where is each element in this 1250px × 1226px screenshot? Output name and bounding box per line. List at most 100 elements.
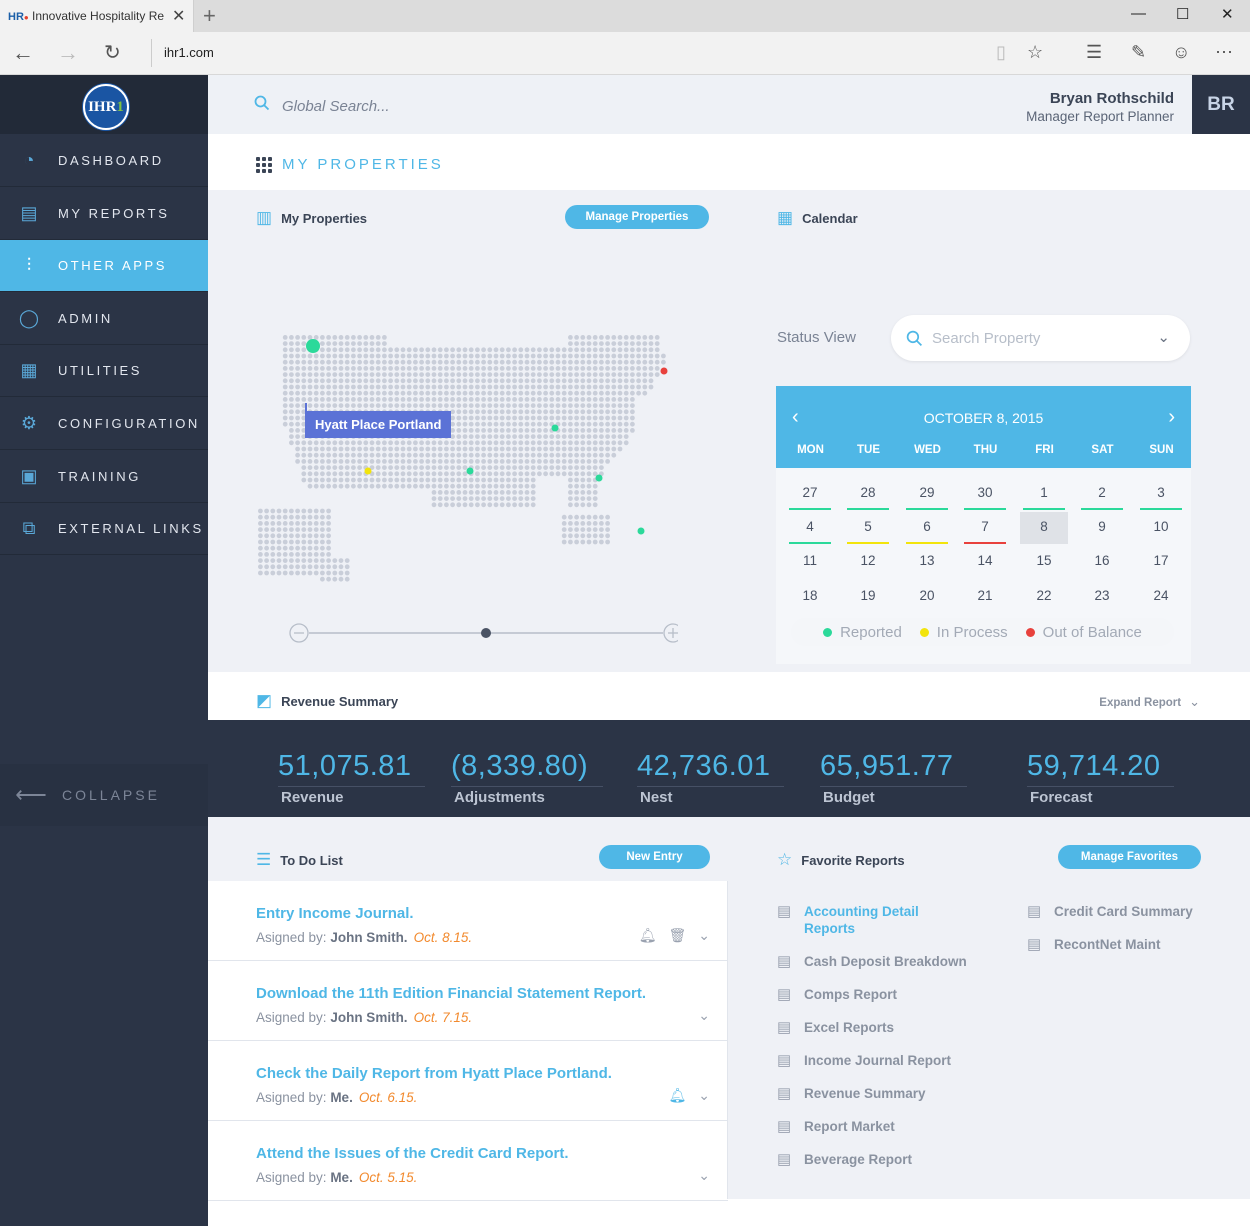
chevron-down-icon[interactable]: ⌄ bbox=[698, 927, 710, 943]
manage-favorites-button[interactable]: Manage Favorites bbox=[1058, 845, 1201, 869]
favorites-hub-icon[interactable]: ☰ bbox=[1086, 42, 1103, 62]
map-zoom-slider[interactable] bbox=[288, 622, 678, 644]
bell-icon[interactable]: 🔔︎ bbox=[638, 927, 657, 943]
property-marker[interactable] bbox=[306, 339, 320, 353]
sidebar-item-training[interactable]: ▣ TRAINING bbox=[0, 451, 208, 503]
favorite-report-item[interactable]: ▤ Excel Reports bbox=[777, 1019, 967, 1036]
todo-title[interactable]: Entry Income Journal. bbox=[256, 905, 414, 922]
new-tab-icon[interactable]: + bbox=[203, 3, 216, 28]
property-marker[interactable] bbox=[660, 367, 668, 375]
calendar-day[interactable]: 22 bbox=[1020, 581, 1068, 613]
calendar-day[interactable]: 20 bbox=[903, 581, 951, 613]
favorite-report-item[interactable]: ▤ RecontNet Maint bbox=[1027, 936, 1193, 953]
favorite-report-item[interactable]: ▤ Credit Card Summary bbox=[1027, 903, 1193, 920]
map-dot bbox=[561, 428, 567, 433]
sidebar-item-configuration[interactable]: ⚙ CONFIGURATION bbox=[0, 398, 208, 450]
web-note-icon[interactable]: ✎ bbox=[1131, 42, 1147, 62]
todo-item[interactable]: Attend the Issues of the Credit Card Rep… bbox=[208, 1121, 728, 1201]
manage-properties-button[interactable]: Manage Properties bbox=[565, 205, 709, 229]
favorite-report-item[interactable]: ▤ Comps Report bbox=[777, 986, 967, 1003]
map-tooltip[interactable]: Hyatt Place Portland bbox=[305, 411, 452, 438]
favorite-report-item[interactable]: ▤ Revenue Summary bbox=[777, 1085, 967, 1102]
calendar-day[interactable]: 21 bbox=[961, 581, 1009, 613]
favorite-report-item[interactable]: ▤ Beverage Report bbox=[777, 1151, 967, 1168]
refresh-icon[interactable]: ↻ bbox=[104, 42, 121, 64]
calendar-day[interactable]: 6 bbox=[903, 512, 951, 544]
calendar-day[interactable]: 30 bbox=[961, 478, 1009, 510]
sidebar-item-admin[interactable]: ◯ ADMIN bbox=[0, 293, 208, 345]
global-search-input[interactable]: Global Search... bbox=[282, 98, 390, 115]
calendar-day[interactable]: 14 bbox=[961, 546, 1009, 578]
calendar-day[interactable]: 10 bbox=[1137, 512, 1185, 544]
favorite-report-item[interactable]: ▤ Accounting Detail Reports bbox=[777, 903, 967, 937]
property-marker[interactable] bbox=[637, 527, 645, 535]
property-marker[interactable] bbox=[466, 467, 474, 475]
collapse-button[interactable]: ⟵ COLLAPSE bbox=[0, 764, 208, 826]
feedback-smiley-icon[interactable]: ☺ bbox=[1172, 42, 1191, 62]
todo-item[interactable]: Entry Income Journal. Asigned by: John Sm… bbox=[208, 881, 728, 961]
sidebar-item-my-reports[interactable]: ▤ MY REPORTS bbox=[0, 188, 208, 240]
calendar-day[interactable]: 8 bbox=[1020, 512, 1068, 544]
calendar-day[interactable]: 2 bbox=[1078, 478, 1126, 510]
calendar-day[interactable]: 17 bbox=[1137, 546, 1185, 578]
calendar-day[interactable]: 1 bbox=[1020, 478, 1068, 510]
back-icon[interactable]: ← bbox=[12, 40, 34, 65]
calendar-day[interactable]: 29 bbox=[903, 478, 951, 510]
ihr1-logo[interactable]: IHR1 bbox=[83, 84, 129, 130]
todo-title[interactable]: Attend the Issues of the Credit Card Rep… bbox=[256, 1145, 569, 1162]
close-tab-icon[interactable]: ✕ bbox=[172, 8, 186, 25]
calendar-day[interactable]: 4 bbox=[786, 512, 834, 544]
us-dot-map[interactable] bbox=[238, 285, 708, 595]
calendar-day[interactable]: 7 bbox=[961, 512, 1009, 544]
favorite-report-item[interactable]: ▤ Cash Deposit Breakdown bbox=[777, 953, 967, 970]
calendar-day[interactable]: 13 bbox=[903, 546, 951, 578]
favorite-report-item[interactable]: ▤ Income Journal Report bbox=[777, 1052, 967, 1069]
calendar-day[interactable]: 23 bbox=[1078, 581, 1126, 613]
minimize-icon[interactable]: — bbox=[1131, 5, 1146, 22]
bell-icon[interactable]: 🔔︎ bbox=[668, 1087, 687, 1103]
calendar-day[interactable]: 3 bbox=[1137, 478, 1185, 510]
calendar-day[interactable]: 15 bbox=[1020, 546, 1068, 578]
calendar-day[interactable]: 12 bbox=[844, 546, 892, 578]
trash-icon[interactable]: 🗑︎ bbox=[668, 927, 687, 943]
maximize-icon[interactable]: ☐ bbox=[1176, 6, 1190, 23]
property-marker[interactable] bbox=[364, 467, 372, 475]
chevron-down-icon[interactable]: ⌄ bbox=[698, 1167, 710, 1183]
browser-tab[interactable]: HR ● Innovative Hospitality Res ✕ bbox=[0, 0, 194, 32]
expand-report-button[interactable]: Expand Report ⌄ bbox=[1099, 694, 1200, 710]
calendar-day[interactable]: 24 bbox=[1137, 581, 1185, 613]
calendar-day[interactable]: 5 bbox=[844, 512, 892, 544]
reading-view-icon[interactable]: ▯ bbox=[996, 42, 1006, 62]
prev-month-icon[interactable]: ‹ bbox=[792, 406, 799, 428]
todo-item[interactable]: Check the Daily Report from Hyatt Place … bbox=[208, 1041, 728, 1121]
property-marker[interactable] bbox=[595, 474, 603, 482]
calendar-day[interactable]: 19 bbox=[844, 581, 892, 613]
calendar-day[interactable]: 18 bbox=[786, 581, 834, 613]
favorite-report-item[interactable]: ▤ Report Market bbox=[777, 1118, 967, 1135]
more-menu-icon[interactable]: ⋯ bbox=[1215, 42, 1233, 62]
calendar-day[interactable]: 9 bbox=[1078, 512, 1126, 544]
new-entry-button[interactable]: New Entry bbox=[599, 845, 710, 869]
favorite-star-icon[interactable]: ☆ bbox=[1027, 42, 1044, 62]
calendar-day[interactable]: 16 bbox=[1078, 546, 1126, 578]
search-property-dropdown[interactable]: Search Property ⌄ bbox=[891, 315, 1190, 361]
avatar[interactable]: BR bbox=[1192, 75, 1250, 134]
todo-title[interactable]: Check the Daily Report from Hyatt Place … bbox=[256, 1065, 612, 1082]
zoom-slider-handle[interactable] bbox=[481, 628, 491, 638]
calendar-day[interactable]: 11 bbox=[786, 546, 834, 578]
todo-item[interactable]: Download the 11th Edition Financial Stat… bbox=[208, 961, 728, 1041]
sidebar-item-other-apps[interactable]: ⫶ OTHER APPS bbox=[0, 240, 208, 293]
sidebar-item-external-links[interactable]: ⧉ EXTERNAL LINKS bbox=[0, 503, 208, 556]
sidebar-item-dashboard[interactable]: ◔ DASHBOARD bbox=[0, 135, 208, 187]
chevron-down-icon[interactable]: ⌄ bbox=[698, 1007, 710, 1023]
sidebar-item-utilities[interactable]: ▦ UTILITIES bbox=[0, 345, 208, 398]
property-marker[interactable] bbox=[551, 424, 559, 432]
calendar-day[interactable]: 27 bbox=[786, 478, 834, 510]
forward-icon[interactable]: → bbox=[57, 40, 79, 65]
next-month-icon[interactable]: › bbox=[1168, 406, 1175, 428]
close-window-icon[interactable]: ✕ bbox=[1221, 6, 1234, 23]
calendar-day[interactable]: 28 bbox=[844, 478, 892, 510]
chevron-down-icon[interactable]: ⌄ bbox=[698, 1087, 710, 1103]
todo-title[interactable]: Download the 11th Edition Financial Stat… bbox=[256, 985, 647, 1002]
url-field[interactable]: ihr1.com bbox=[151, 39, 214, 67]
